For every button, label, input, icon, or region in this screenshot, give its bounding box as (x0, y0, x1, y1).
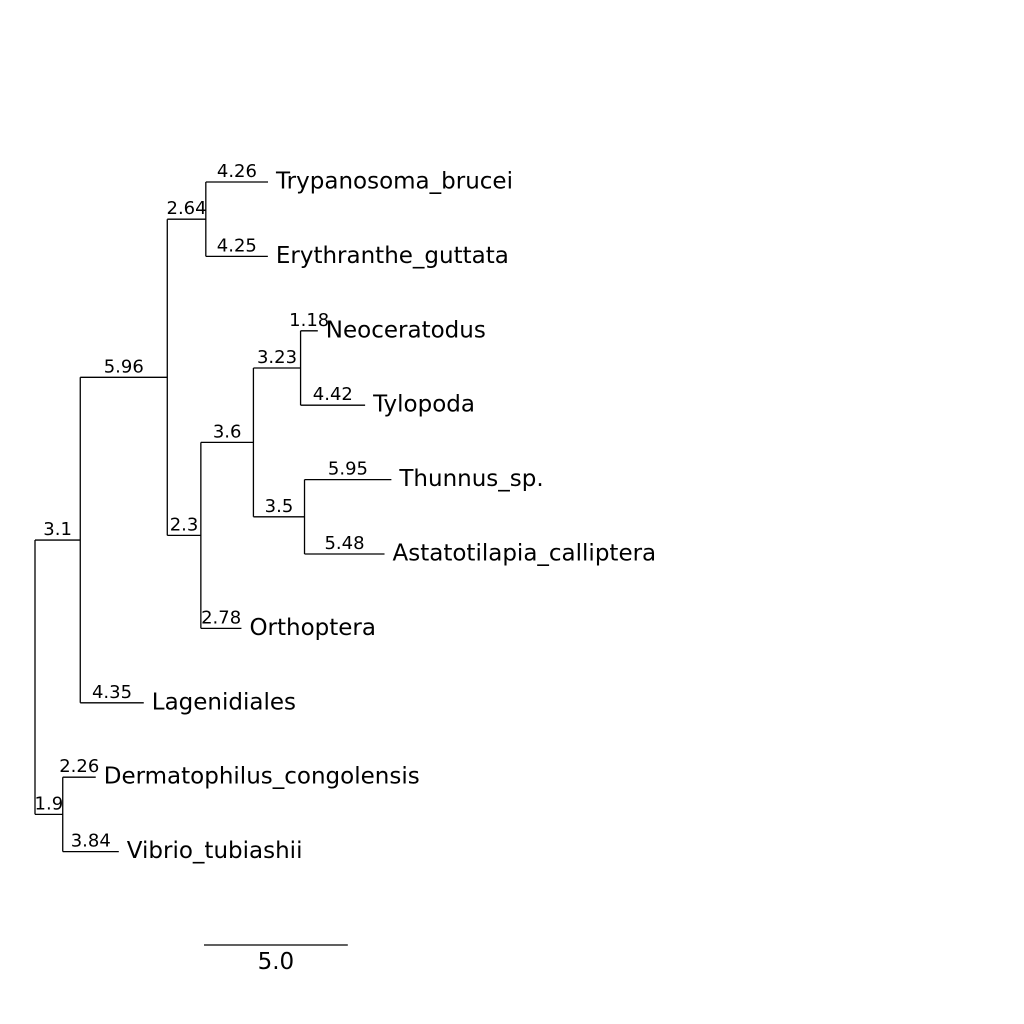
branch-length-label: 5.95 (328, 459, 368, 480)
scale-bar-label: 5.0 (258, 949, 295, 975)
branch-length-label: 3.23 (257, 347, 297, 368)
leaf-label: Astatotilapia_calliptera (393, 541, 657, 567)
branch-length-label: 4.26 (217, 161, 257, 182)
leaf-label: Vibrio_tubiashii (127, 838, 303, 864)
branch-length-label: 4.42 (313, 384, 353, 405)
branch-length-label: 2.78 (201, 607, 241, 628)
tree-edges (34, 181, 392, 853)
leaf-label: Dermatophilus_congolensis (104, 764, 420, 790)
branch-length-label: 4.35 (92, 682, 132, 703)
branch-length-label: 2.64 (167, 198, 207, 219)
leaf-label: Tylopoda (372, 392, 475, 418)
branch-length-label: 3.1 (43, 519, 72, 540)
branch-length-label: 2.26 (59, 756, 99, 777)
branch-length-label: 1.18 (289, 310, 329, 331)
branch-length-label: 1.9 (35, 793, 64, 814)
branch-length-label: 3.6 (213, 421, 242, 442)
branch-length-label: 3.5 (265, 496, 294, 517)
leaf-label: Lagenidiales (152, 689, 296, 715)
scale-bar: 5.0 (204, 944, 348, 975)
tree-labels: 3.1 5.96 2.64 4.26 Trypanosoma_brucei 4.25 Ery… (35, 161, 657, 864)
leaf-label: Trypanosoma_brucei (275, 169, 513, 195)
leaf-label: Thunnus_sp. (398, 466, 543, 492)
branch-length-label: 3.84 (71, 831, 111, 852)
leaf-label: Erythranthe_guttata (276, 243, 509, 269)
leaf-label: Orthoptera (249, 615, 376, 641)
branch-length-label: 5.96 (104, 356, 144, 377)
leaf-label: Neoceratodus (326, 317, 486, 343)
branch-length-label: 4.25 (217, 235, 257, 256)
branch-length-label: 2.3 (170, 514, 199, 535)
branch-length-label: 5.48 (324, 533, 364, 554)
